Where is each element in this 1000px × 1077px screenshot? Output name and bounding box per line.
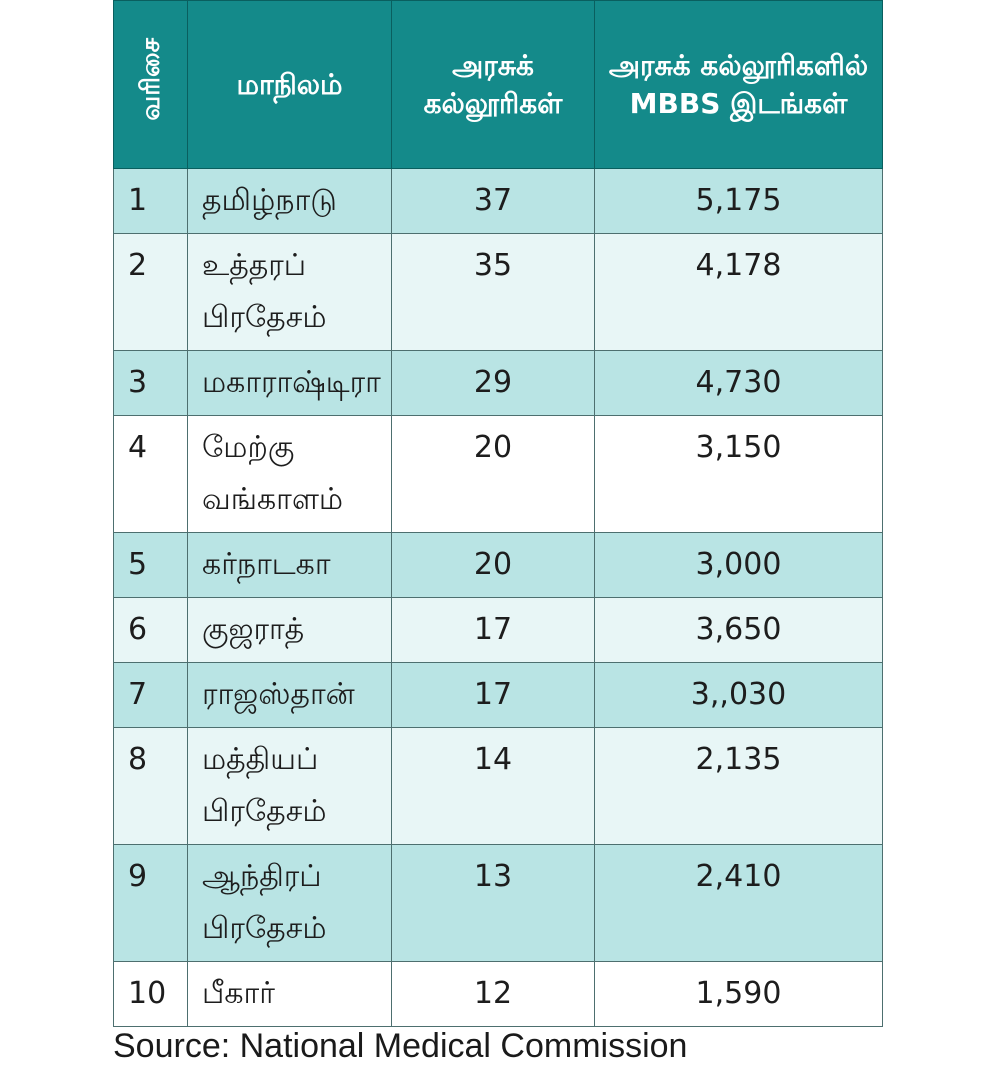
table-row: 5 கர்நாடகா 20 3,000 (113, 532, 883, 598)
colleges-cell: 17 (391, 597, 595, 663)
colleges-cell: 17 (391, 662, 595, 728)
state-cell: குஜராத் (187, 597, 392, 663)
table-row: 2 உத்தரப் பிரதேசம் 35 4,178 (113, 233, 883, 351)
rank-cell: 10 (113, 961, 188, 1027)
colleges-cell: 29 (391, 350, 595, 416)
seats-cell: 5,175 (594, 168, 883, 234)
rank-cell: 2 (113, 233, 188, 351)
state-cell: மகாராஷ்டிரா (187, 350, 392, 416)
rank-cell: 9 (113, 844, 188, 962)
seats-cell: 3,650 (594, 597, 883, 663)
seats-cell: 3,150 (594, 415, 883, 533)
header-colleges: அரசுக் கல்லூரிகள் (391, 0, 595, 169)
table-row: 1 தமிழ்நாடு 37 5,175 (113, 168, 883, 234)
medical-colleges-table: வரிசை மாநிலம் அரசுக் கல்லூரிகள் அரசுக் க… (113, 0, 883, 1027)
seats-cell: 1,590 (594, 961, 883, 1027)
colleges-cell: 20 (391, 415, 595, 533)
colleges-cell: 37 (391, 168, 595, 234)
seats-cell: 4,730 (594, 350, 883, 416)
rank-cell: 4 (113, 415, 188, 533)
table-row: 6 குஜராத் 17 3,650 (113, 597, 883, 663)
colleges-cell: 20 (391, 532, 595, 598)
state-cell: ராஜஸ்தான் (187, 662, 392, 728)
table-row: 9 ஆந்திரப் பிரதேசம் 13 2,410 (113, 844, 883, 962)
colleges-cell: 12 (391, 961, 595, 1027)
rank-cell: 1 (113, 168, 188, 234)
colleges-cell: 14 (391, 727, 595, 845)
header-rank: வரிசை (113, 0, 188, 169)
source-caption: Source: National Medical Commission (113, 1027, 688, 1065)
header-row: வரிசை மாநிலம் அரசுக் கல்லூரிகள் அரசுக் க… (113, 0, 883, 169)
rank-cell: 5 (113, 532, 188, 598)
state-cell: மேற்கு வங்காளம் (187, 415, 392, 533)
header-seats: அரசுக் கல்லூரிகளில் MBBS இடங்கள் (594, 0, 883, 169)
rank-cell: 6 (113, 597, 188, 663)
rank-cell: 7 (113, 662, 188, 728)
state-cell: மத்தியப் பிரதேசம் (187, 727, 392, 845)
table-row: 7 ராஜஸ்தான் 17 3,,030 (113, 662, 883, 728)
state-cell: தமிழ்நாடு (187, 168, 392, 234)
state-cell: கர்நாடகா (187, 532, 392, 598)
state-cell: ஆந்திரப் பிரதேசம் (187, 844, 392, 962)
rank-cell: 8 (113, 727, 188, 845)
seats-cell: 2,410 (594, 844, 883, 962)
table-row: 3 மகாராஷ்டிரா 29 4,730 (113, 350, 883, 416)
seats-cell: 2,135 (594, 727, 883, 845)
header-state: மாநிலம் (187, 0, 392, 169)
rank-cell: 3 (113, 350, 188, 416)
seats-cell: 4,178 (594, 233, 883, 351)
seats-cell: 3,,030 (594, 662, 883, 728)
colleges-cell: 13 (391, 844, 595, 962)
table-row: 4 மேற்கு வங்காளம் 20 3,150 (113, 415, 883, 533)
state-cell: உத்தரப் பிரதேசம் (187, 233, 392, 351)
colleges-cell: 35 (391, 233, 595, 351)
state-cell: பீகார் (187, 961, 392, 1027)
seats-cell: 3,000 (594, 532, 883, 598)
table-row: 10 பீகார் 12 1,590 (113, 961, 883, 1027)
table-row: 8 மத்தியப் பிரதேசம் 14 2,135 (113, 727, 883, 845)
